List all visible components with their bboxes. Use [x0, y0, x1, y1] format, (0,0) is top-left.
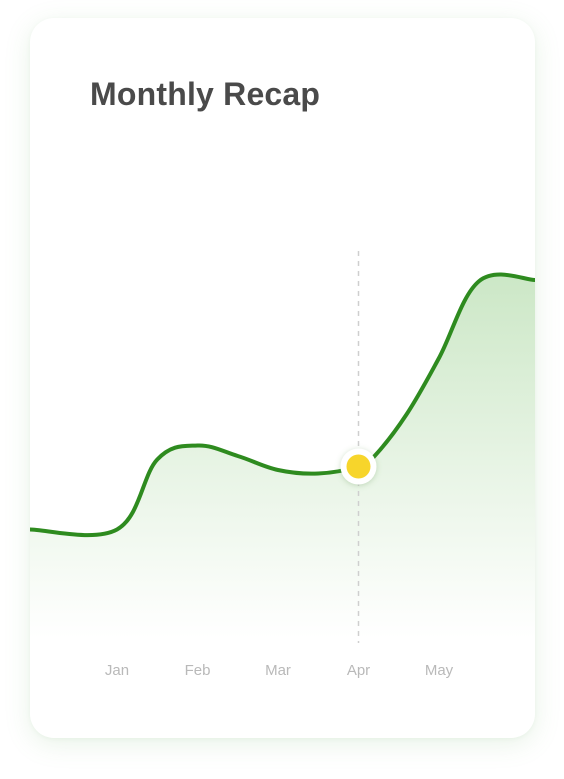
recap-card: Monthly Recap Jan Feb Mar Apr May — [30, 18, 535, 738]
series-line — [30, 272, 535, 538]
area-chart: Jan Feb Mar Apr May — [30, 251, 535, 679]
series-area-fill — [30, 274, 535, 638]
x-axis-labels: Jan Feb Mar Apr May — [105, 662, 454, 679]
x-tick-label-may: May — [425, 662, 454, 679]
x-tick-label-mar: Mar — [265, 662, 291, 679]
x-tick-label-apr: Apr — [347, 662, 370, 679]
x-tick-label-jan: Jan — [105, 662, 129, 679]
x-tick-label-feb: Feb — [185, 662, 211, 679]
highlight-point[interactable] — [346, 454, 371, 479]
page-title: Monthly Recap — [90, 76, 321, 112]
